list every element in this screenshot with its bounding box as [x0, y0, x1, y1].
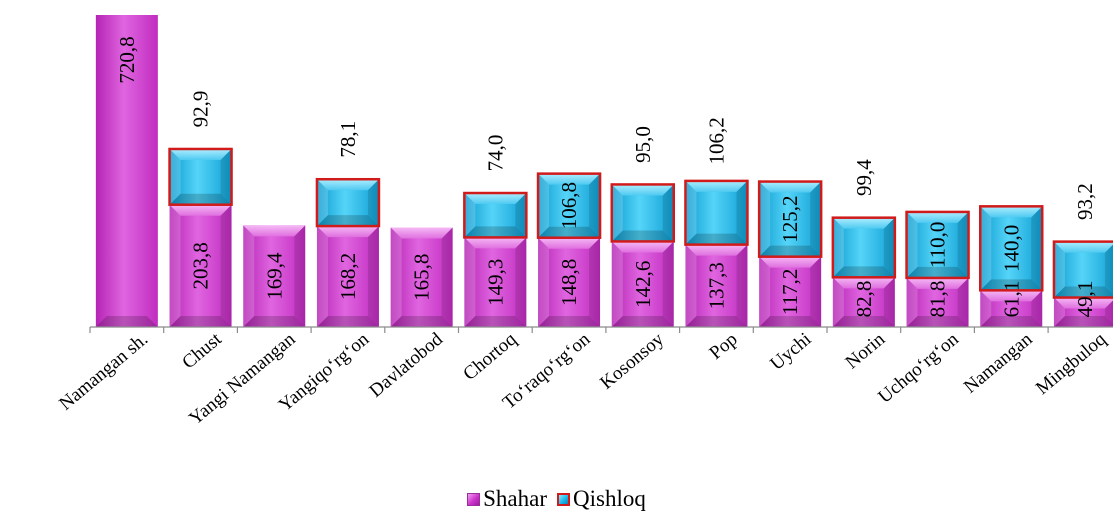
- bar-shahar: [906, 277, 969, 327]
- value-label-qishloq: 78,1: [336, 121, 360, 158]
- value-label-shahar: 81,8: [926, 281, 950, 318]
- x-tick-label: Uychi: [766, 329, 815, 375]
- x-tick-label: Mingbuloq: [1032, 328, 1111, 399]
- value-label-qishloq: 95,0: [631, 126, 655, 163]
- bar-shahar: [832, 277, 895, 327]
- x-tick-label: Namangan: [960, 328, 1037, 397]
- value-label-shahar: 61,1: [999, 281, 1023, 318]
- x-tick-label: Kosonsoy: [596, 328, 668, 393]
- bar-shahar: [169, 204, 232, 327]
- bar-shahar: [95, 15, 158, 327]
- bar-shahar: [390, 227, 453, 327]
- x-tick-label: Chust: [178, 328, 226, 373]
- value-label-shahar: 149,3: [483, 259, 507, 306]
- value-label-shahar: 168,2: [336, 253, 360, 300]
- legend-item-qishloq: Qishloq: [557, 486, 646, 512]
- bar-qishloq: [757, 180, 823, 258]
- bar-qishloq: [905, 210, 970, 280]
- value-label-shahar: 169,4: [262, 252, 286, 300]
- value-label-shahar: 117,2: [778, 269, 802, 315]
- bar-shahar: [464, 237, 527, 327]
- x-tick-label: Norin: [842, 328, 890, 373]
- legend-label-shahar: Shahar: [483, 486, 548, 511]
- bar-shahar: [685, 244, 748, 327]
- bar-qishloq: [168, 147, 233, 206]
- bar-qishloq: [315, 177, 381, 228]
- bar-qishloq: [1052, 240, 1113, 299]
- legend: Shahar Qishloq: [0, 484, 1113, 514]
- value-label-qishloq: 140,0: [999, 225, 1023, 272]
- x-tick-label: Uchqo‘rg‘on: [874, 328, 963, 407]
- value-label-qishloq: 74,0: [483, 135, 507, 172]
- bar-qishloq: [831, 216, 897, 279]
- bar-qishloq: [979, 205, 1044, 292]
- bar-qishloq: [610, 183, 675, 243]
- value-label-qishloq: 106,8: [557, 182, 581, 229]
- bar-shahar: [538, 237, 601, 327]
- bar-qishloq: [684, 179, 749, 246]
- bar-shahar: [316, 226, 379, 327]
- value-label-shahar: 49,1: [1073, 281, 1097, 318]
- legend-swatch-shahar: [467, 492, 481, 506]
- value-label-shahar: 720,8: [115, 36, 139, 83]
- value-label-shahar: 148,8: [557, 259, 581, 306]
- x-tick-label: Chortoq: [459, 328, 521, 384]
- x-tick-label: Davlatobod: [365, 328, 447, 401]
- value-label-shahar: 137,3: [704, 262, 728, 309]
- x-tick-label: Namangan sh.: [55, 329, 152, 415]
- bar-shahar: [980, 290, 1043, 327]
- chart-plot: 720,8 203,8 92,9 169,4 168,2 78,1 165,8 149,3 74…: [55, 15, 1113, 429]
- value-label-shahar: 165,8: [410, 254, 434, 301]
- legend-swatch-qishloq: [557, 492, 571, 506]
- value-label-qishloq: 125,2: [778, 195, 802, 242]
- value-label-shahar: 203,8: [189, 242, 213, 289]
- bar-shahar: [759, 256, 822, 327]
- bar-shahar: [1053, 297, 1113, 327]
- value-label-shahar: 82,8: [852, 281, 876, 318]
- value-label-qishloq: 99,4: [852, 159, 876, 196]
- bar-shahar: [243, 225, 306, 327]
- value-label-qishloq: 93,2: [1073, 183, 1097, 220]
- x-tick-label: Pop: [706, 329, 742, 364]
- legend-item-shahar: Shahar: [467, 486, 547, 512]
- value-label-shahar: 142,6: [631, 261, 655, 308]
- value-label-qishloq: 92,9: [189, 91, 213, 128]
- bar-qishloq: [463, 191, 528, 239]
- value-label-qishloq: 110,0: [926, 222, 950, 268]
- value-label-qishloq: 106,2: [704, 117, 728, 164]
- legend-label-qishloq: Qishloq: [573, 486, 646, 511]
- bar-shahar: [611, 241, 674, 327]
- bar-qishloq: [536, 172, 602, 239]
